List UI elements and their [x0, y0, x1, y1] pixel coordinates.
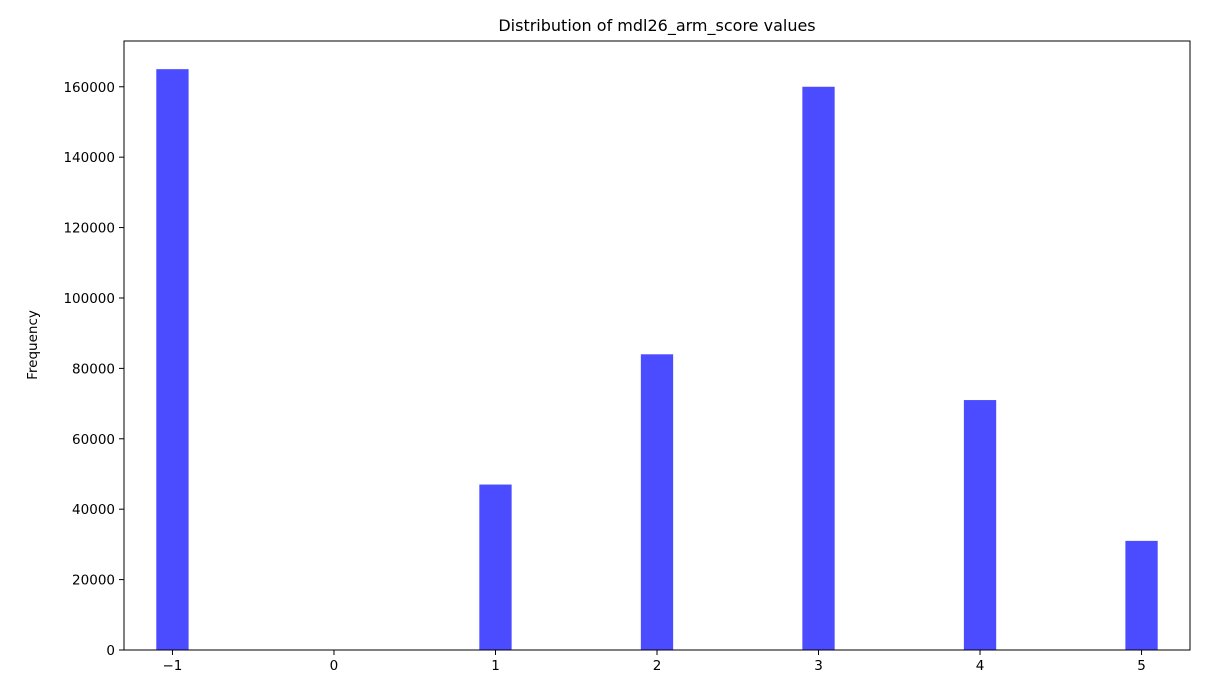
y-tick-label: 40000: [72, 502, 115, 518]
chart-title: Distribution of mdl26_arm_score values: [498, 16, 815, 36]
x-tick-label: 0: [330, 658, 339, 674]
y-tick-label: 160000: [63, 80, 115, 96]
x-tick-label: 4: [976, 658, 985, 674]
x-axis: −1 0 1 2 3 4 5: [163, 650, 1146, 674]
bar-1: [479, 484, 512, 650]
x-tick-label: −1: [163, 658, 183, 674]
y-tick-label: 140000: [63, 150, 115, 166]
y-tick-label: 120000: [63, 221, 115, 237]
x-tick-label: 1: [491, 658, 500, 674]
bars-group: [156, 69, 1158, 650]
bar-4: [963, 400, 997, 650]
bar-5: [1125, 540, 1158, 650]
y-tick-label: 0: [106, 643, 115, 659]
y-tick-label: 80000: [72, 361, 115, 377]
bar-3: [802, 86, 835, 650]
y-tick-label: 100000: [63, 291, 115, 307]
x-tick-label: 2: [653, 658, 662, 674]
y-axis: 0 20000 40000 60000 80000 100000 120000 140000 1…: [63, 80, 124, 659]
y-tick-label: 20000: [72, 573, 115, 589]
y-tick-label: 60000: [72, 432, 115, 448]
x-tick-label: 3: [814, 658, 823, 674]
x-tick-label: 5: [1137, 658, 1146, 674]
y-axis-label: Frequency: [25, 310, 41, 380]
bar-0: [156, 69, 189, 650]
plot-frame: [123, 40, 1191, 651]
bar-2: [640, 354, 674, 650]
